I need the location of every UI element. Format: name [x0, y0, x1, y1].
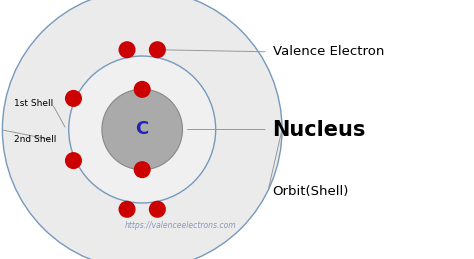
- Ellipse shape: [134, 161, 151, 178]
- Text: Valence Electron: Valence Electron: [273, 45, 384, 58]
- Ellipse shape: [134, 81, 151, 98]
- Text: Nucleus: Nucleus: [273, 119, 366, 140]
- Ellipse shape: [118, 41, 136, 58]
- Ellipse shape: [149, 201, 166, 218]
- Ellipse shape: [2, 0, 282, 259]
- Ellipse shape: [69, 56, 216, 203]
- Text: Orbit(Shell): Orbit(Shell): [273, 185, 349, 198]
- Text: 2nd Shell: 2nd Shell: [14, 135, 56, 144]
- Text: https://valenceelectrons.com: https://valenceelectrons.com: [124, 221, 236, 230]
- Text: C: C: [136, 120, 149, 139]
- Text: 1st Shell: 1st Shell: [14, 99, 54, 108]
- Ellipse shape: [118, 201, 136, 218]
- Ellipse shape: [65, 90, 82, 107]
- Ellipse shape: [65, 152, 82, 169]
- Ellipse shape: [149, 41, 166, 58]
- Ellipse shape: [102, 89, 182, 170]
